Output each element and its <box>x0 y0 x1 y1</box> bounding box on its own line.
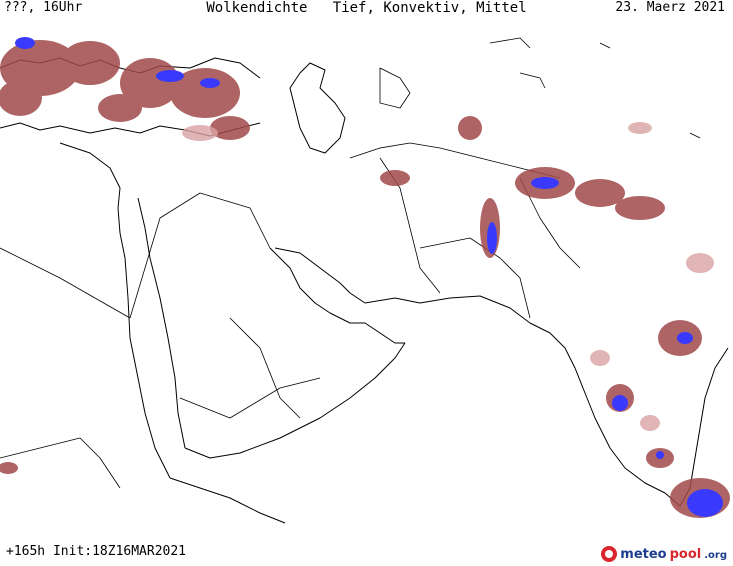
forecast-time-label: ???, 16Uhr <box>4 0 83 15</box>
logo-text-pool: pool <box>669 546 702 562</box>
meteopool-logo-icon <box>601 546 618 562</box>
cloud-high-layer <box>15 37 723 517</box>
map-title: Wolkendichte Tief, Konvektiv, Mittel <box>206 0 527 16</box>
logo-text-org: .org <box>704 550 727 561</box>
cloud-pink-layer <box>182 122 714 431</box>
cloud-low-layer <box>0 40 730 518</box>
meteopool-logo: meteo pool .org <box>601 546 727 562</box>
logo-text-meteo: meteo <box>620 546 667 562</box>
forecast-date-label: 23. Maerz 2021 <box>615 0 725 15</box>
run-info: +165h Init:18Z16MAR2021 <box>6 544 187 559</box>
cloud-density-map <box>0 37 730 524</box>
